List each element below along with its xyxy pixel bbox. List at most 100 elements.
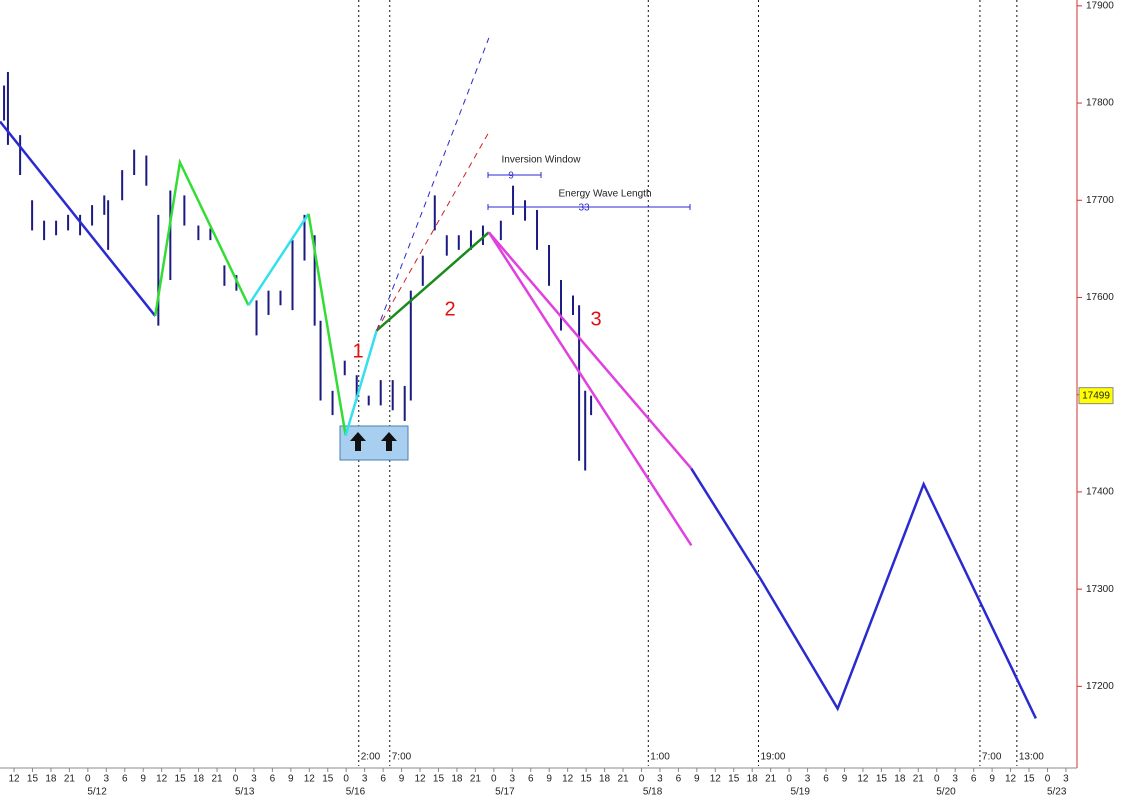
x-tick-label: 15 (433, 774, 445, 785)
annotation: 1 (352, 340, 363, 362)
x-tick-label: 3 (952, 774, 958, 785)
y-tick-label: 17200 (1086, 681, 1114, 692)
date-label: 5/19 (790, 787, 810, 798)
annotation: 3 (590, 308, 601, 330)
x-tick-label: 15 (728, 774, 740, 785)
annotation: 33 (578, 203, 590, 214)
x-tick-label: 9 (989, 774, 995, 785)
wave-line (487, 231, 693, 547)
date-label: 5/18 (643, 787, 663, 798)
x-tick-label: 0 (491, 774, 497, 785)
x-tick-label: 15 (876, 774, 888, 785)
x-tick-label: 3 (657, 774, 663, 785)
y-tick-label: 17600 (1086, 292, 1114, 303)
x-tick-label: 9 (842, 774, 848, 785)
x-tick-label: 3 (510, 774, 516, 785)
x-tick-label: 0 (786, 774, 792, 785)
x-tick-label: 9 (288, 774, 294, 785)
x-tick-label: 3 (251, 774, 257, 785)
x-tick-label: 12 (710, 774, 722, 785)
x-tick-label: 15 (27, 774, 39, 785)
y-tick-label: 17900 (1086, 0, 1114, 11)
time-marker-label: 1:00 (650, 752, 670, 763)
signal-box (339, 425, 409, 461)
date-label: 5/23 (1047, 787, 1067, 798)
date-label: 5/16 (346, 787, 366, 798)
x-tick-label: 6 (380, 774, 386, 785)
time-marker-bg (1017, 751, 1048, 763)
time-marker-bg (390, 751, 421, 763)
annotation: Energy Wave Length (558, 189, 651, 200)
x-tick-label: 12 (414, 774, 426, 785)
x-tick-label: 21 (913, 774, 925, 785)
x-tick-label: 15 (1023, 774, 1035, 785)
background-layer: 2:00 7:00 1:00 19:00 7:00 13:00 (358, 0, 1048, 766)
x-tick-label: 12 (857, 774, 869, 785)
wave-line (153, 158, 250, 317)
x-tick-label: 6 (270, 774, 276, 785)
time-marker-bg (649, 751, 680, 763)
x-tick-label: 12 (8, 774, 20, 785)
projection-line (376, 37, 490, 331)
x-tick-label: 6 (971, 774, 977, 785)
x-tick-label: 18 (451, 774, 463, 785)
y-tick-label: 17400 (1086, 487, 1114, 498)
x-tick-label: 12 (304, 774, 316, 785)
time-marker-label: 7:00 (982, 752, 1002, 763)
time-marker-bg (759, 751, 790, 763)
x-tick-label: 9 (399, 774, 405, 785)
wave-line (0, 120, 157, 317)
x-tick-label: 0 (85, 774, 91, 785)
x-tick-label: 18 (747, 774, 759, 785)
x-tick-label: 9 (140, 774, 146, 785)
wave-line (344, 330, 378, 436)
time-marker-bg (359, 751, 390, 763)
x-tick-label: 0 (233, 774, 239, 785)
x-tick-label: 0 (639, 774, 645, 785)
date-label: 5/20 (936, 787, 956, 798)
wave-line (375, 231, 490, 332)
x-tick-label: 15 (175, 774, 187, 785)
x-tick-label: 3 (805, 774, 811, 785)
x-tick-label: 0 (1045, 774, 1051, 785)
x-tick-label: 6 (823, 774, 829, 785)
x-tick-label: 0 (343, 774, 349, 785)
x-tick-label: 12 (562, 774, 574, 785)
x-tick-label: 18 (894, 774, 906, 785)
wave-line (307, 213, 347, 436)
x-tick-label: 15 (322, 774, 334, 785)
x-tick-label: 12 (1005, 774, 1017, 785)
x-tick-label: 3 (104, 774, 110, 785)
x-tick-label: 21 (470, 774, 482, 785)
x-tick-label: 9 (694, 774, 700, 785)
y-tick-label: 17800 (1086, 98, 1114, 109)
time-marker-label: 2:00 (361, 752, 381, 763)
annotation: 9 (508, 171, 514, 182)
annotation: Inversion Window (502, 155, 582, 166)
wave-line (247, 213, 310, 306)
time-marker-label: 7:00 (392, 752, 412, 763)
x-tick-label: 6 (528, 774, 534, 785)
x-tick-label: 21 (64, 774, 76, 785)
x-tick-label: 21 (765, 774, 777, 785)
date-label: 5/13 (235, 787, 255, 798)
time-marker-label: 19:00 (760, 752, 785, 763)
x-tick-label: 9 (546, 774, 552, 785)
y-tick-label: 17300 (1086, 584, 1114, 595)
x-tick-label: 3 (362, 774, 368, 785)
projection-line (376, 131, 490, 331)
annotation: 2 (444, 298, 455, 320)
x-tick-label: 6 (676, 774, 682, 785)
price-flag (1078, 387, 1114, 405)
time-marker-label: 13:00 (1019, 752, 1044, 763)
date-label: 5/12 (87, 787, 107, 798)
x-tick-label: 12 (156, 774, 168, 785)
up-arrow (381, 432, 397, 451)
x-tick-label: 21 (211, 774, 223, 785)
x-tick-label: 6 (122, 774, 128, 785)
x-tick-label: 18 (599, 774, 611, 785)
date-label: 5/17 (495, 787, 515, 798)
y-tick-label: 17700 (1086, 195, 1114, 206)
wave-line (690, 467, 1037, 719)
